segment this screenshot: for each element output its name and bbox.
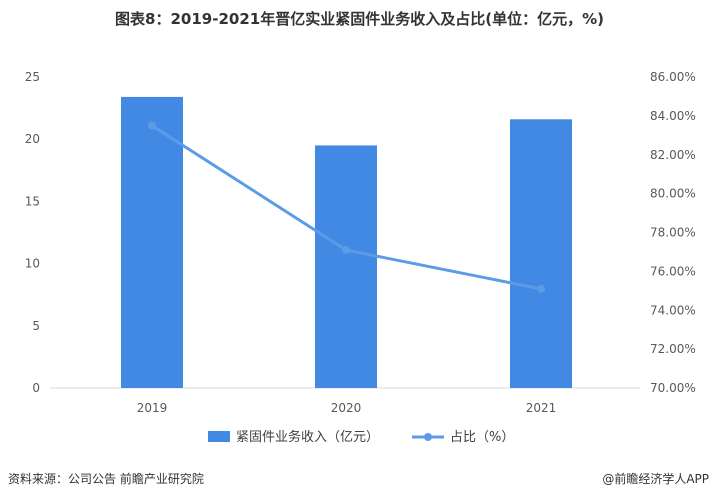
right-tick-label: 76.00% (650, 264, 696, 278)
line-point (148, 121, 156, 130)
right-tick-label: 74.00% (650, 303, 696, 317)
bar (510, 119, 572, 389)
right-tick-label: 84.00% (650, 109, 696, 123)
left-tick-label: 10 (25, 257, 40, 271)
left-axis: 0 5 10 15 20 25 (25, 70, 40, 395)
line-point (342, 245, 350, 254)
left-tick-label: 20 (25, 132, 40, 146)
right-tick-label: 86.00% (650, 70, 696, 84)
right-tick-label: 80.00% (650, 187, 696, 201)
bar (121, 96, 183, 389)
right-tick-label: 72.00% (650, 342, 696, 356)
right-axis: 70.00% 72.00% 74.00% 76.00% 78.00% 80.00% 82.0… (650, 70, 696, 395)
legend-swatch-bar (208, 431, 230, 442)
bar (315, 145, 377, 388)
bar-series (121, 96, 572, 389)
left-tick-label: 15 (25, 194, 40, 208)
right-tick-label: 82.00% (650, 148, 696, 162)
brand-note: @前瞻经济学人APP (602, 472, 709, 486)
chart-title: 图表8：2019-2021年晋亿实业紧固件业务收入及占比(单位：亿元，%) (115, 10, 604, 28)
legend: 紧固件业务收入（亿元） 占比（%） (208, 429, 514, 445)
source-note: 资料来源：公司公告 前瞻产业研究院 (8, 472, 204, 486)
line-series (148, 121, 545, 293)
x-axis-ticks: 2019 2020 2021 (137, 401, 557, 415)
right-tick-label: 70.00% (650, 381, 696, 395)
legend-swatch-dot (424, 433, 432, 441)
x-tick-label: 2019 (137, 401, 168, 415)
legend-label-bar: 紧固件业务收入（亿元） (236, 429, 379, 445)
left-tick-label: 5 (32, 319, 40, 333)
right-tick-label: 78.00% (650, 226, 696, 240)
legend-label-line: 占比（%） (450, 430, 514, 445)
left-tick-label: 0 (32, 381, 40, 395)
left-tick-label: 25 (25, 70, 40, 84)
line-point (537, 284, 545, 293)
x-tick-label: 2021 (526, 401, 557, 415)
x-tick-label: 2020 (331, 401, 362, 415)
